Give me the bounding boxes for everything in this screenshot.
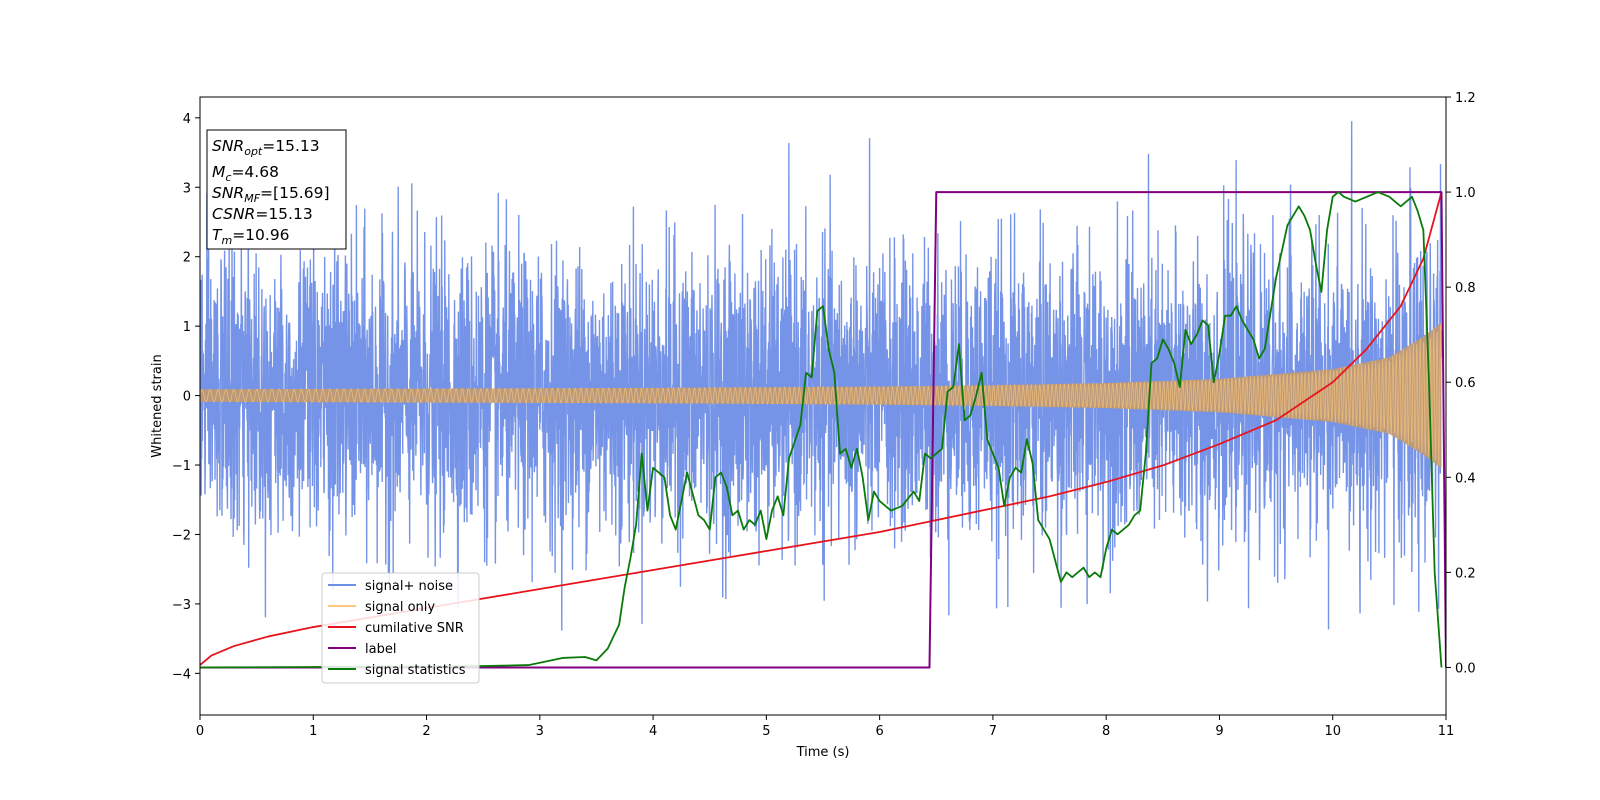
series-label (200, 191, 1446, 669)
y-tick-label: −1 (172, 459, 191, 474)
info-line-mc-sub: c (225, 171, 231, 184)
y-tick-label: 0 (183, 390, 191, 405)
x-tick-label: 3 (536, 724, 544, 739)
y-tick-label: 1 (183, 320, 191, 335)
y-tick-label: −4 (172, 667, 191, 682)
info-line-snr-opt: SNRopt=15.13 (212, 137, 320, 158)
plot-frame (199, 96, 1447, 716)
legend: signal+ noise signal only cumilative SNR… (321, 572, 480, 684)
x-tick-label: 4 (649, 724, 657, 739)
y-axis-label: Whitened strain (150, 354, 165, 457)
x-tick-label: 2 (422, 724, 430, 739)
info-line-mc-base: M (212, 163, 225, 181)
info-box: SNRopt=15.13 Mc=4.68 SNRMF=[15.69] CSNR=… (206, 129, 347, 250)
legend-label-signal-statistics: signal statistics (365, 663, 466, 678)
y-tick-label: −2 (172, 528, 191, 543)
y-tick-label: −3 (172, 598, 191, 613)
info-line-snr-mf-base: SNR (212, 184, 244, 202)
info-line-snr-opt-value: =15.13 (262, 137, 319, 155)
info-line-csnr: CSNR=15.13 (212, 205, 313, 223)
y2-tick-label: 1.2 (1455, 91, 1476, 106)
y2-tick-label: 1.0 (1455, 186, 1476, 201)
y-tick-label: 4 (183, 112, 191, 127)
y2-tick-label: 0.8 (1455, 281, 1476, 296)
x-tick-label: 1 (309, 724, 317, 739)
legend-label-signal-noise: signal+ noise (365, 579, 453, 594)
info-line-mc-value: =4.68 (231, 163, 279, 181)
info-line-tm-base: T (212, 226, 223, 244)
series-signal-statistics (200, 191, 1443, 669)
y-tick-label: 3 (183, 181, 191, 196)
x-axis-label: Time (s) (796, 745, 850, 760)
info-line-tm: Tm=10.96 (212, 226, 290, 247)
info-line-tm-sub: m (221, 234, 232, 247)
x-tick-label: 5 (762, 724, 770, 739)
x-tick-label: 0 (196, 724, 204, 739)
series-signal-only (200, 323, 1442, 466)
info-box-frame (206, 129, 347, 250)
y2-tick-label: 0.0 (1455, 661, 1476, 676)
info-line-tm-value: =10.96 (232, 226, 289, 244)
info-line-snr-opt-sub: opt (244, 145, 263, 158)
y2-tick-label: 0.4 (1455, 471, 1476, 486)
info-line-csnr-base: CSNR (212, 205, 255, 223)
info-line-csnr-value: =15.13 (255, 205, 312, 223)
x-tick-label: 10 (1324, 724, 1341, 739)
info-line-snr-mf-sub: MF (244, 192, 260, 205)
legend-label-label: label (365, 642, 396, 657)
x-tick-label: 7 (989, 724, 997, 739)
y2-tick-label: 0.2 (1455, 566, 1476, 581)
info-line-mc: Mc=4.68 (212, 163, 279, 184)
info-line-snr-opt-base: SNR (212, 137, 244, 155)
legend-label-cumulative-snr: cumilative SNR (365, 621, 464, 636)
axis-ticks: 0 1 2 3 4 5 6 7 8 9 10 11 −4 −3 −2 −1 0 1 2 3 4 0.0 0.2 0.4 0.6 0… (172, 91, 1476, 739)
legend-frame (321, 572, 480, 684)
series-signal-only-band (200, 322, 1442, 469)
x-tick-label: 11 (1438, 724, 1455, 739)
x-tick-label: 8 (1102, 724, 1110, 739)
y2-tick-label: 0.6 (1455, 376, 1476, 391)
x-tick-label: 9 (1215, 724, 1223, 739)
x-tick-label: 6 (875, 724, 883, 739)
info-line-snr-mf: SNRMF=[15.69] (212, 184, 330, 205)
y-tick-label: 2 (183, 251, 191, 266)
info-line-snr-mf-value: =[15.69] (260, 184, 329, 202)
legend-label-signal-only: signal only (365, 600, 435, 615)
